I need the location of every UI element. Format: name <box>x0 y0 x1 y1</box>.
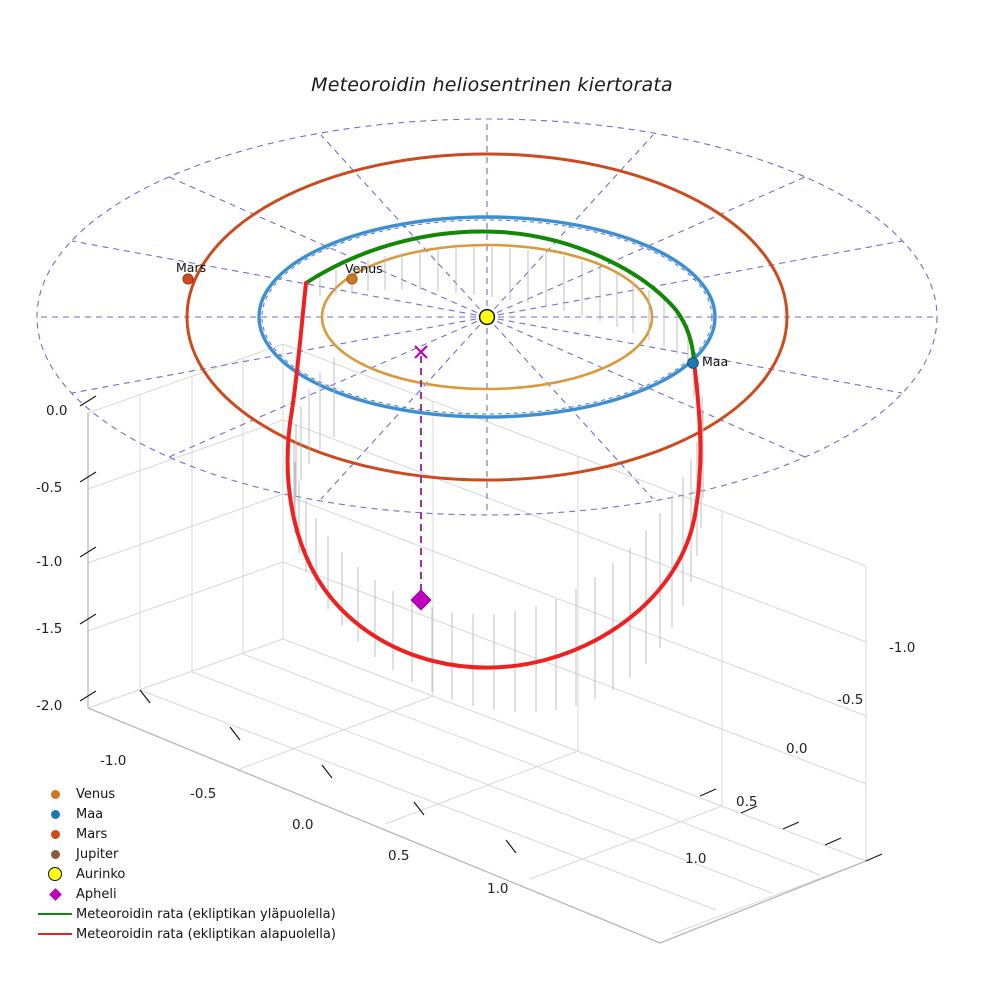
legend-line-below-ecliptic-icon <box>34 932 76 936</box>
legend-label-jupiter: Jupiter <box>76 846 119 862</box>
z-tick-4: -2.0 <box>36 698 63 714</box>
legend-label-aurinko: Aurinko <box>76 866 126 882</box>
legend-item-above-ecliptic: Meteoroidin rata (ekliptikan yläpuolella… <box>34 904 346 924</box>
legend-label-apheli: Apheli <box>76 886 117 902</box>
trajectory-below-ecliptic <box>285 281 703 670</box>
legend-marker-jupiter-icon <box>34 849 76 859</box>
y-tick-1: -0.5 <box>837 692 864 708</box>
orbit-mars <box>185 152 789 482</box>
legend-item-maa: Maa <box>34 804 346 824</box>
annotation-maa: Maa <box>702 354 729 369</box>
axis-spines <box>87 413 867 944</box>
planet-marker-venus <box>346 273 358 285</box>
page-title: Meteoroidin heliosentrinen kiertorata <box>311 74 673 96</box>
legend-item-mars: Mars <box>34 824 346 844</box>
x-tick-0: -1.0 <box>100 753 127 769</box>
legend-item-apheli: Apheli <box>34 884 346 904</box>
legend-label-venus: Venus <box>76 786 116 802</box>
annotation-mars: Mars <box>176 260 207 275</box>
z-tick-2: -1.0 <box>36 554 63 570</box>
aphelion-ecliptic-cross-icon <box>414 345 428 359</box>
legend-marker-apheli-icon <box>34 887 76 901</box>
z-tick-1: -0.5 <box>36 480 63 496</box>
trajectory-above-ecliptic <box>304 229 696 364</box>
legend-label-maa: Maa <box>76 806 104 822</box>
orbit-venus <box>320 243 654 391</box>
x-tick-1: -0.5 <box>190 786 217 802</box>
aphelion-marker-icon <box>410 589 432 611</box>
y-axis-ticks <box>699 788 883 862</box>
y-tick-2: 0.0 <box>786 741 808 757</box>
legend-marker-venus-icon <box>34 789 76 799</box>
orbit-maa <box>257 215 717 419</box>
y-tick-0: -1.0 <box>889 640 916 656</box>
legend-item-jupiter: Jupiter <box>34 844 346 864</box>
legend-label-below-ecliptic: Meteoroidin rata (ekliptikan alapuolella… <box>76 926 336 942</box>
legend-item-aurinko: Aurinko <box>34 864 346 884</box>
x-tick-4: 1.0 <box>487 881 509 897</box>
legend-item-venus: Venus <box>34 784 346 804</box>
legend-marker-maa-icon <box>34 809 76 819</box>
x-tick-2: 0.0 <box>292 817 314 833</box>
legend-label-above-ecliptic: Meteoroidin rata (ekliptikan yläpuolella… <box>76 906 336 922</box>
z-tick-0: 0.0 <box>46 403 68 419</box>
legend-label-mars: Mars <box>76 826 108 842</box>
sun-marker-aurinko <box>478 308 496 326</box>
x-tick-3: 0.5 <box>388 848 410 864</box>
y-tick-3: 0.5 <box>736 794 758 810</box>
z-axis-ticks <box>79 395 97 702</box>
planet-marker-mars <box>182 273 194 285</box>
x-axis-ticks <box>139 689 517 854</box>
legend-marker-mars-icon <box>34 829 76 839</box>
legend-item-below-ecliptic: Meteoroidin rata (ekliptikan alapuolella… <box>34 924 346 944</box>
legend-line-above-ecliptic-icon <box>34 912 76 916</box>
y-tick-4: 1.0 <box>685 851 707 867</box>
legend: Venus Maa Mars Jupiter Aurinko <box>34 784 346 944</box>
planet-marker-maa <box>687 357 699 369</box>
z-tick-3: -1.5 <box>36 621 63 637</box>
annotation-venus: Venus <box>345 261 383 276</box>
legend-marker-aurinko-icon <box>34 867 76 881</box>
